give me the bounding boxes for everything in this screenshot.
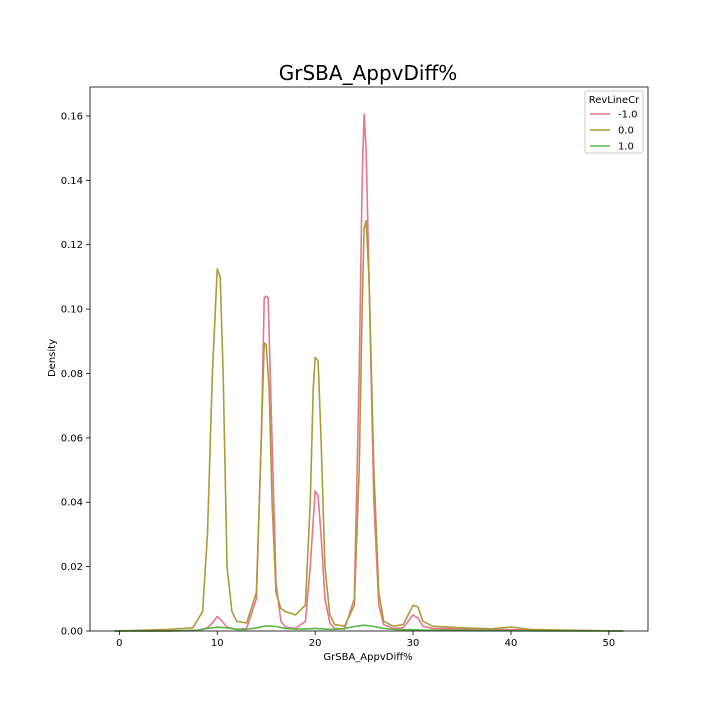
plot-frame bbox=[89, 86, 649, 632]
y-tick-label: 0.10 bbox=[61, 305, 83, 316]
y-tick-label: 0.12 bbox=[61, 240, 83, 251]
chart-title: GrSBA_AppvDiff% bbox=[279, 61, 457, 85]
y-tick-label: 0.02 bbox=[61, 562, 83, 573]
y-tick-label: 0.04 bbox=[61, 498, 83, 509]
x-axis-label: GrSBA_AppvDiff% bbox=[323, 652, 412, 663]
x-tick-label: 0 bbox=[116, 638, 122, 649]
legend: RevLineCr -1.0 0.0 1.0 bbox=[584, 90, 644, 154]
y-tick-label: 0.00 bbox=[61, 627, 83, 638]
legend-entry-label: 0.0 bbox=[618, 126, 634, 137]
x-tick-label: 20 bbox=[309, 638, 322, 649]
series-line-2 bbox=[114, 624, 624, 632]
legend-entry-label: 1.0 bbox=[618, 142, 634, 153]
legend-box bbox=[584, 90, 644, 154]
legend-title: RevLineCr bbox=[589, 95, 640, 106]
y-tick-label: 0.08 bbox=[61, 369, 83, 380]
legend-entry-label: -1.0 bbox=[618, 110, 638, 121]
x-tick-label: 30 bbox=[407, 638, 420, 649]
x-tick-label: 40 bbox=[505, 638, 518, 649]
x-tick-label: 10 bbox=[211, 638, 224, 649]
y-axis-label: Density bbox=[47, 339, 58, 377]
y-tick-label: 0.16 bbox=[61, 111, 83, 122]
x-tick-label: 50 bbox=[602, 638, 615, 649]
y-tick-label: 0.14 bbox=[61, 176, 83, 187]
y-tick-label: 0.06 bbox=[61, 433, 83, 444]
plot-area: 0 10 20 30 40 50 0.00 0.02 0.04 0.06 0.08 0.10 0.12 0… bbox=[61, 86, 649, 649]
series-line-1 bbox=[114, 219, 624, 632]
